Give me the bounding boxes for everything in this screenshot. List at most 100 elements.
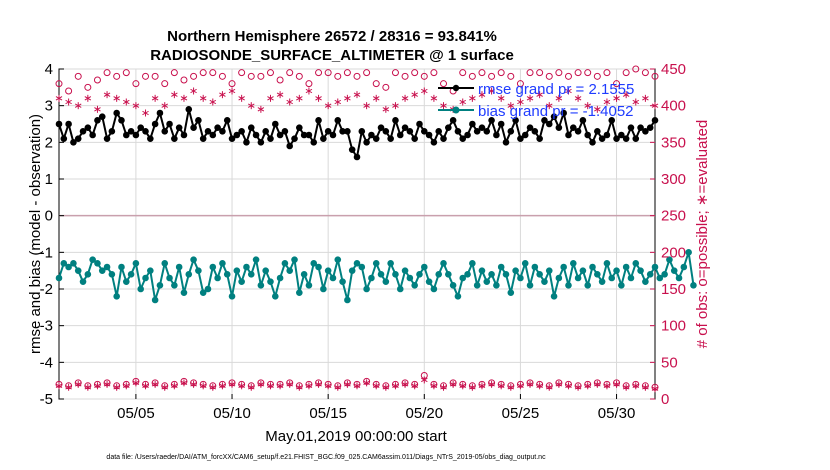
rmse-point — [512, 117, 519, 124]
obs-possible-marker — [440, 80, 448, 88]
obs-possible-marker — [622, 69, 630, 77]
bias-point — [84, 271, 92, 278]
bias-point — [622, 263, 630, 271]
obs-evaluated-marker — [459, 382, 467, 390]
obs-evaluated-marker — [613, 94, 620, 102]
rmse-point — [156, 109, 164, 117]
rmse-point — [642, 128, 649, 135]
rmse-point — [209, 131, 217, 139]
bias-point — [411, 282, 418, 289]
bias-point — [579, 267, 587, 274]
x-axis-label: May.01,2019 00:00:00 start — [265, 428, 447, 445]
rmse-point — [637, 124, 644, 131]
bias-point — [469, 260, 476, 267]
rmse-point — [565, 131, 572, 139]
obs-evaluated-marker — [199, 382, 207, 390]
rmse-point — [204, 128, 212, 135]
obs-evaluated-marker — [113, 383, 120, 391]
bias-point — [320, 285, 327, 293]
rmse-point — [233, 131, 241, 139]
obs-possible-marker — [276, 76, 284, 84]
rmse-point — [574, 128, 582, 135]
bias-point — [642, 278, 649, 285]
bias-point — [637, 267, 644, 274]
obs-evaluated-marker — [411, 382, 418, 390]
obs-evaluated-marker — [199, 94, 207, 102]
obs-evaluated-marker — [267, 382, 274, 390]
rmse-point — [646, 124, 654, 131]
rmse-point — [396, 131, 404, 139]
bias-point — [324, 267, 332, 274]
obs-evaluated-marker — [574, 383, 582, 391]
bias-point — [478, 267, 486, 274]
bias-point — [315, 263, 322, 271]
obs-evaluated-marker — [151, 380, 159, 388]
bias-point — [387, 260, 394, 267]
obs-possible-marker — [411, 69, 419, 77]
bias-point — [122, 278, 130, 285]
obs-evaluated-marker — [622, 91, 630, 99]
obs-evaluated-marker — [190, 380, 197, 388]
obs-evaluated-marker — [219, 382, 226, 390]
bias-point — [372, 260, 380, 267]
obs-evaluated-marker — [430, 382, 438, 390]
rmse-point — [257, 139, 265, 146]
obs-evaluated-marker — [55, 94, 63, 102]
obs-evaluated-marker — [421, 376, 428, 384]
rmse-point — [190, 124, 197, 131]
obs-possible-marker — [286, 69, 294, 77]
obs-possible-marker — [315, 69, 323, 77]
obs-evaluated-marker — [363, 102, 370, 110]
obs-evaluated-marker — [180, 94, 188, 102]
obs-evaluated-marker — [536, 382, 543, 390]
bias-point — [531, 263, 539, 271]
rmse-point — [363, 139, 370, 146]
obs-evaluated-marker — [267, 94, 274, 102]
bias-point — [257, 282, 265, 289]
bias-point — [675, 274, 683, 282]
obs-evaluated-marker — [565, 87, 572, 95]
bias-point — [55, 274, 63, 282]
y-axis-label-left: rmse and bias (model - observation) — [27, 114, 44, 354]
obs-evaluated-marker — [584, 102, 591, 110]
rmse-point — [416, 120, 423, 128]
rmse-point — [166, 120, 173, 128]
rmse-point — [377, 124, 385, 131]
obs-possible-marker — [151, 72, 159, 80]
bias-point — [344, 296, 351, 304]
bias-point — [89, 256, 96, 263]
legend-bias-label: bias grand pr = -1.4052 — [478, 103, 634, 120]
obs-evaluated-marker — [565, 382, 572, 390]
rmse-point — [521, 131, 529, 139]
bias-point — [382, 278, 390, 285]
obs-evaluated-marker — [469, 383, 476, 391]
obs-possible-marker — [363, 69, 371, 77]
axis-ticks: 05/05 05/10 05/15 05/20 05/25 05/30 -5 -4 -3 -2 -1… — [40, 61, 686, 422]
bias-point — [171, 282, 178, 289]
bias-point — [661, 271, 668, 278]
rmse-point — [411, 135, 418, 142]
obs-evaluated-marker — [161, 383, 169, 391]
rmse-point — [171, 135, 178, 142]
obs-evaluated-marker — [440, 383, 447, 391]
rmse-point — [94, 117, 101, 124]
bias-point — [118, 263, 125, 271]
data-file-footer: data file: /Users/raeder/DAI/ATM_forcXX/… — [106, 454, 546, 461]
bias-point — [286, 267, 294, 274]
obs-evaluated-marker — [132, 102, 140, 110]
bias-point — [680, 263, 688, 271]
obs-possible-marker — [545, 72, 553, 80]
bias-point — [147, 267, 154, 274]
rmse-point — [454, 128, 462, 135]
bias-point — [392, 271, 399, 278]
bias-point — [79, 278, 87, 285]
bias-point — [603, 260, 611, 267]
obs-evaluated-marker — [113, 94, 120, 102]
bias-point — [300, 271, 308, 278]
rmse-point — [449, 117, 457, 124]
bias-point — [363, 285, 370, 293]
obs-evaluated-marker — [286, 380, 293, 388]
y-tick-label-left: 2 — [45, 134, 53, 151]
rmse-point — [276, 131, 284, 139]
rmse-point — [483, 128, 491, 135]
